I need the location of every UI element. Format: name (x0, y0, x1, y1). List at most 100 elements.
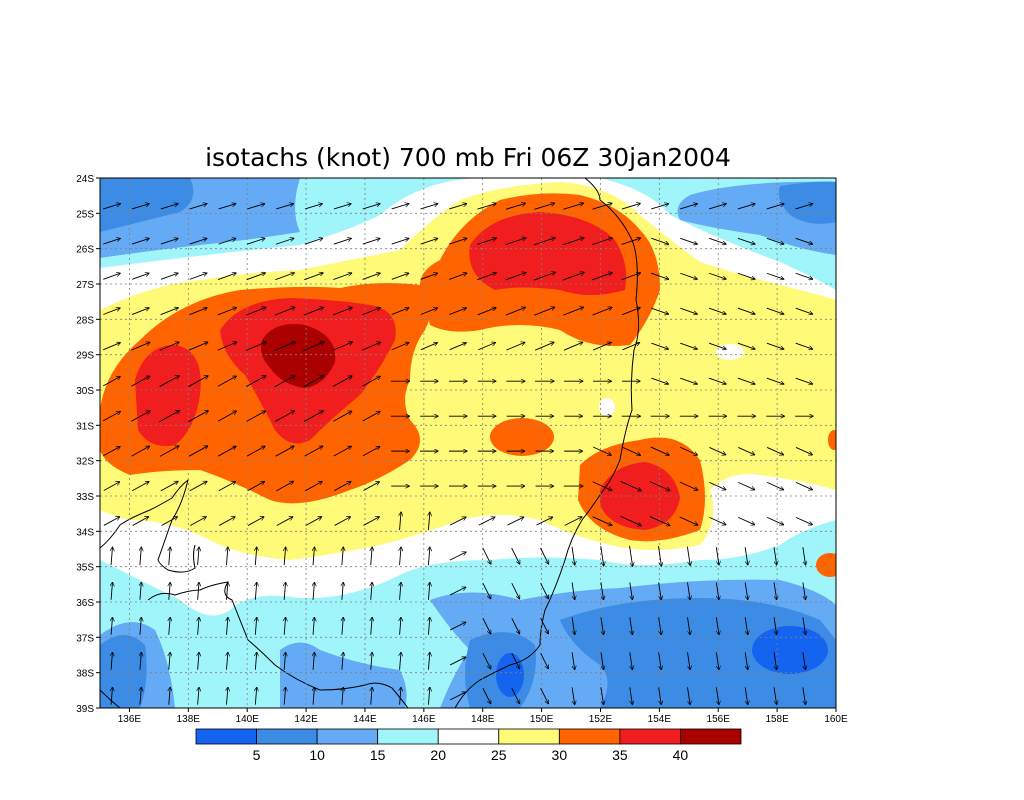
wind-arrow (226, 582, 227, 600)
wind-arrow (562, 272, 585, 281)
lat-label: 31S (76, 421, 94, 432)
wind-arrow (533, 238, 556, 246)
wind-arrow (333, 238, 352, 245)
wind-arrow (362, 273, 381, 280)
wind-arrow (629, 582, 633, 599)
wind-arrow (511, 652, 520, 669)
wind-arrow (103, 517, 120, 526)
wind-arrow (686, 546, 690, 566)
colorbar-swatch (377, 728, 439, 745)
wind-arrow (715, 687, 719, 704)
wind-arrow (621, 238, 641, 245)
wind-arrow (131, 376, 149, 387)
band-40-plus (261, 324, 336, 388)
pocket-white-2 (599, 398, 615, 416)
wind-arrow (709, 481, 725, 489)
wind-arrow (198, 617, 199, 635)
wind-arrow (802, 617, 806, 634)
wind-arrow (534, 203, 554, 210)
wind-arrow (737, 377, 755, 384)
wind-arrow (342, 687, 343, 705)
lon-label: 146E (412, 714, 436, 725)
wind-arrow (304, 273, 323, 281)
wind-arrow (715, 652, 719, 669)
colorbar-label: 10 (309, 747, 325, 763)
wind-arrow (571, 652, 575, 669)
wind-arrow (246, 411, 266, 422)
wind-arrow (400, 512, 401, 531)
band-5-10-south (560, 598, 836, 708)
lat-label: 24S (76, 174, 94, 185)
wind-arrow (131, 273, 149, 280)
wind-arrow (540, 687, 549, 704)
wind-arrow (131, 481, 149, 492)
wind-arrow (679, 481, 698, 490)
wind-arrow (540, 583, 549, 599)
wind-arrow (103, 376, 120, 387)
wind-arrow (160, 273, 178, 280)
wind-arrow (363, 482, 379, 491)
wind-arrow (218, 481, 236, 492)
wind-arrow (304, 446, 323, 457)
wind-arrow (169, 687, 170, 705)
wind-arrow (738, 447, 754, 454)
colorbar-label: 20 (430, 747, 446, 763)
wind-arrow (449, 552, 466, 561)
wind-arrow (371, 617, 372, 635)
wind-arrow (766, 516, 783, 524)
wind-arrow (629, 652, 633, 669)
wind-arrow (766, 204, 784, 210)
lat-label: 29S (76, 351, 94, 362)
latitude-labels: 24S 25S 26S 27S 28S 29S 30S 31S 32S 33S 34S 35S 36S 3… (76, 174, 100, 715)
wind-arrow (255, 652, 256, 670)
wind-arrow (428, 617, 429, 635)
wind-arrow (449, 657, 466, 666)
wind-arrow (361, 342, 381, 351)
wind-arrow (540, 547, 549, 564)
wind-arrow (773, 547, 777, 565)
wind-arrow (391, 238, 409, 245)
wind-arrow (428, 652, 429, 670)
band-35-40-north (469, 212, 627, 295)
wind-speed-field (100, 178, 836, 708)
colorbar-label: 40 (673, 747, 689, 763)
wind-arrow (111, 582, 112, 600)
wind-arrow (715, 547, 719, 565)
wind-arrow (795, 516, 812, 524)
lon-label: 152E (589, 714, 613, 725)
wind-arrow (303, 307, 324, 316)
wind-arrow (303, 342, 324, 351)
wind-arrow (766, 342, 784, 349)
lat-label: 39S (76, 704, 94, 715)
wind-arrow (651, 342, 668, 349)
wind-arrow (226, 547, 227, 566)
lon-label: 160E (824, 714, 848, 725)
wind-arrow (795, 307, 813, 314)
wind-arrow (111, 687, 112, 705)
wind-arrow (304, 204, 322, 210)
wind-arrow (362, 238, 380, 245)
wind-arrow (563, 203, 583, 210)
colorbar-swatch (256, 728, 318, 745)
wind-arrow (802, 687, 806, 704)
wind-arrow (103, 343, 120, 351)
wind-arrow (160, 204, 178, 210)
wind-arrow (245, 342, 266, 351)
wind-arrow (391, 343, 409, 351)
wind-arrow (802, 652, 806, 669)
wind-arrow (482, 547, 491, 564)
wind-arrow (198, 547, 199, 566)
wind-arrow (159, 342, 179, 351)
wind-arrow (333, 204, 351, 210)
wind-arrow (600, 582, 604, 599)
wind-arrow (795, 237, 813, 244)
lon-label: 156E (707, 714, 731, 725)
wind-arrow (189, 273, 207, 280)
colorbar-swatch (498, 728, 560, 745)
wind-arrow (188, 376, 209, 387)
wind-arrow (334, 517, 351, 526)
wind-arrow (255, 687, 256, 705)
wind-arrow (304, 481, 322, 492)
wind-arrow (650, 446, 670, 455)
